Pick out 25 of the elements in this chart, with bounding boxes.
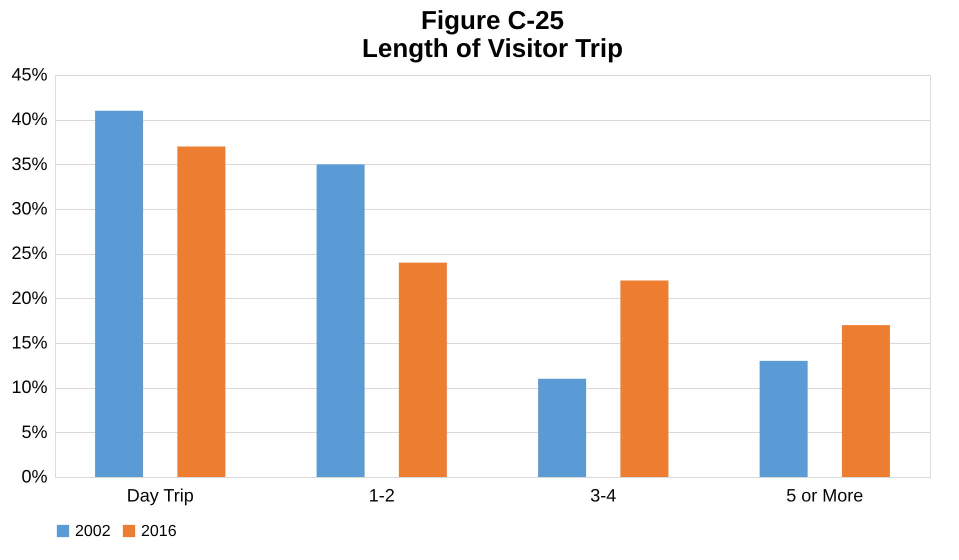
- bar: [620, 280, 668, 477]
- bar: [177, 146, 226, 477]
- y-tick-label: 25%: [11, 243, 48, 264]
- bar: [95, 110, 144, 477]
- y-tick-label: 35%: [11, 154, 48, 174]
- bar: [760, 360, 808, 477]
- x-tick-label: Day Trip: [126, 486, 194, 506]
- bar: [538, 378, 586, 477]
- y-tick-label: 10%: [11, 377, 48, 398]
- y-tick-label: 20%: [11, 288, 48, 308]
- legend-label: 2002: [75, 523, 111, 540]
- y-tick-label: 40%: [11, 109, 48, 130]
- y-tick-label: 30%: [11, 198, 48, 218]
- legend-label: 2016: [141, 523, 177, 540]
- y-tick-label: 15%: [11, 332, 48, 352]
- bar: [398, 262, 447, 477]
- x-tick-label: 3-4: [590, 486, 616, 506]
- x-tick-label: 1-2: [368, 486, 395, 506]
- bar: [316, 164, 365, 477]
- x-tick-label: 5 or More: [786, 486, 864, 506]
- y-tick-label: 45%: [11, 64, 48, 84]
- chart-title: Figure C-25 Length of Visitor Trip: [362, 5, 623, 63]
- y-tick-label: 5%: [21, 422, 48, 442]
- bar: [842, 325, 890, 477]
- y-tick-label: 0%: [21, 466, 48, 486]
